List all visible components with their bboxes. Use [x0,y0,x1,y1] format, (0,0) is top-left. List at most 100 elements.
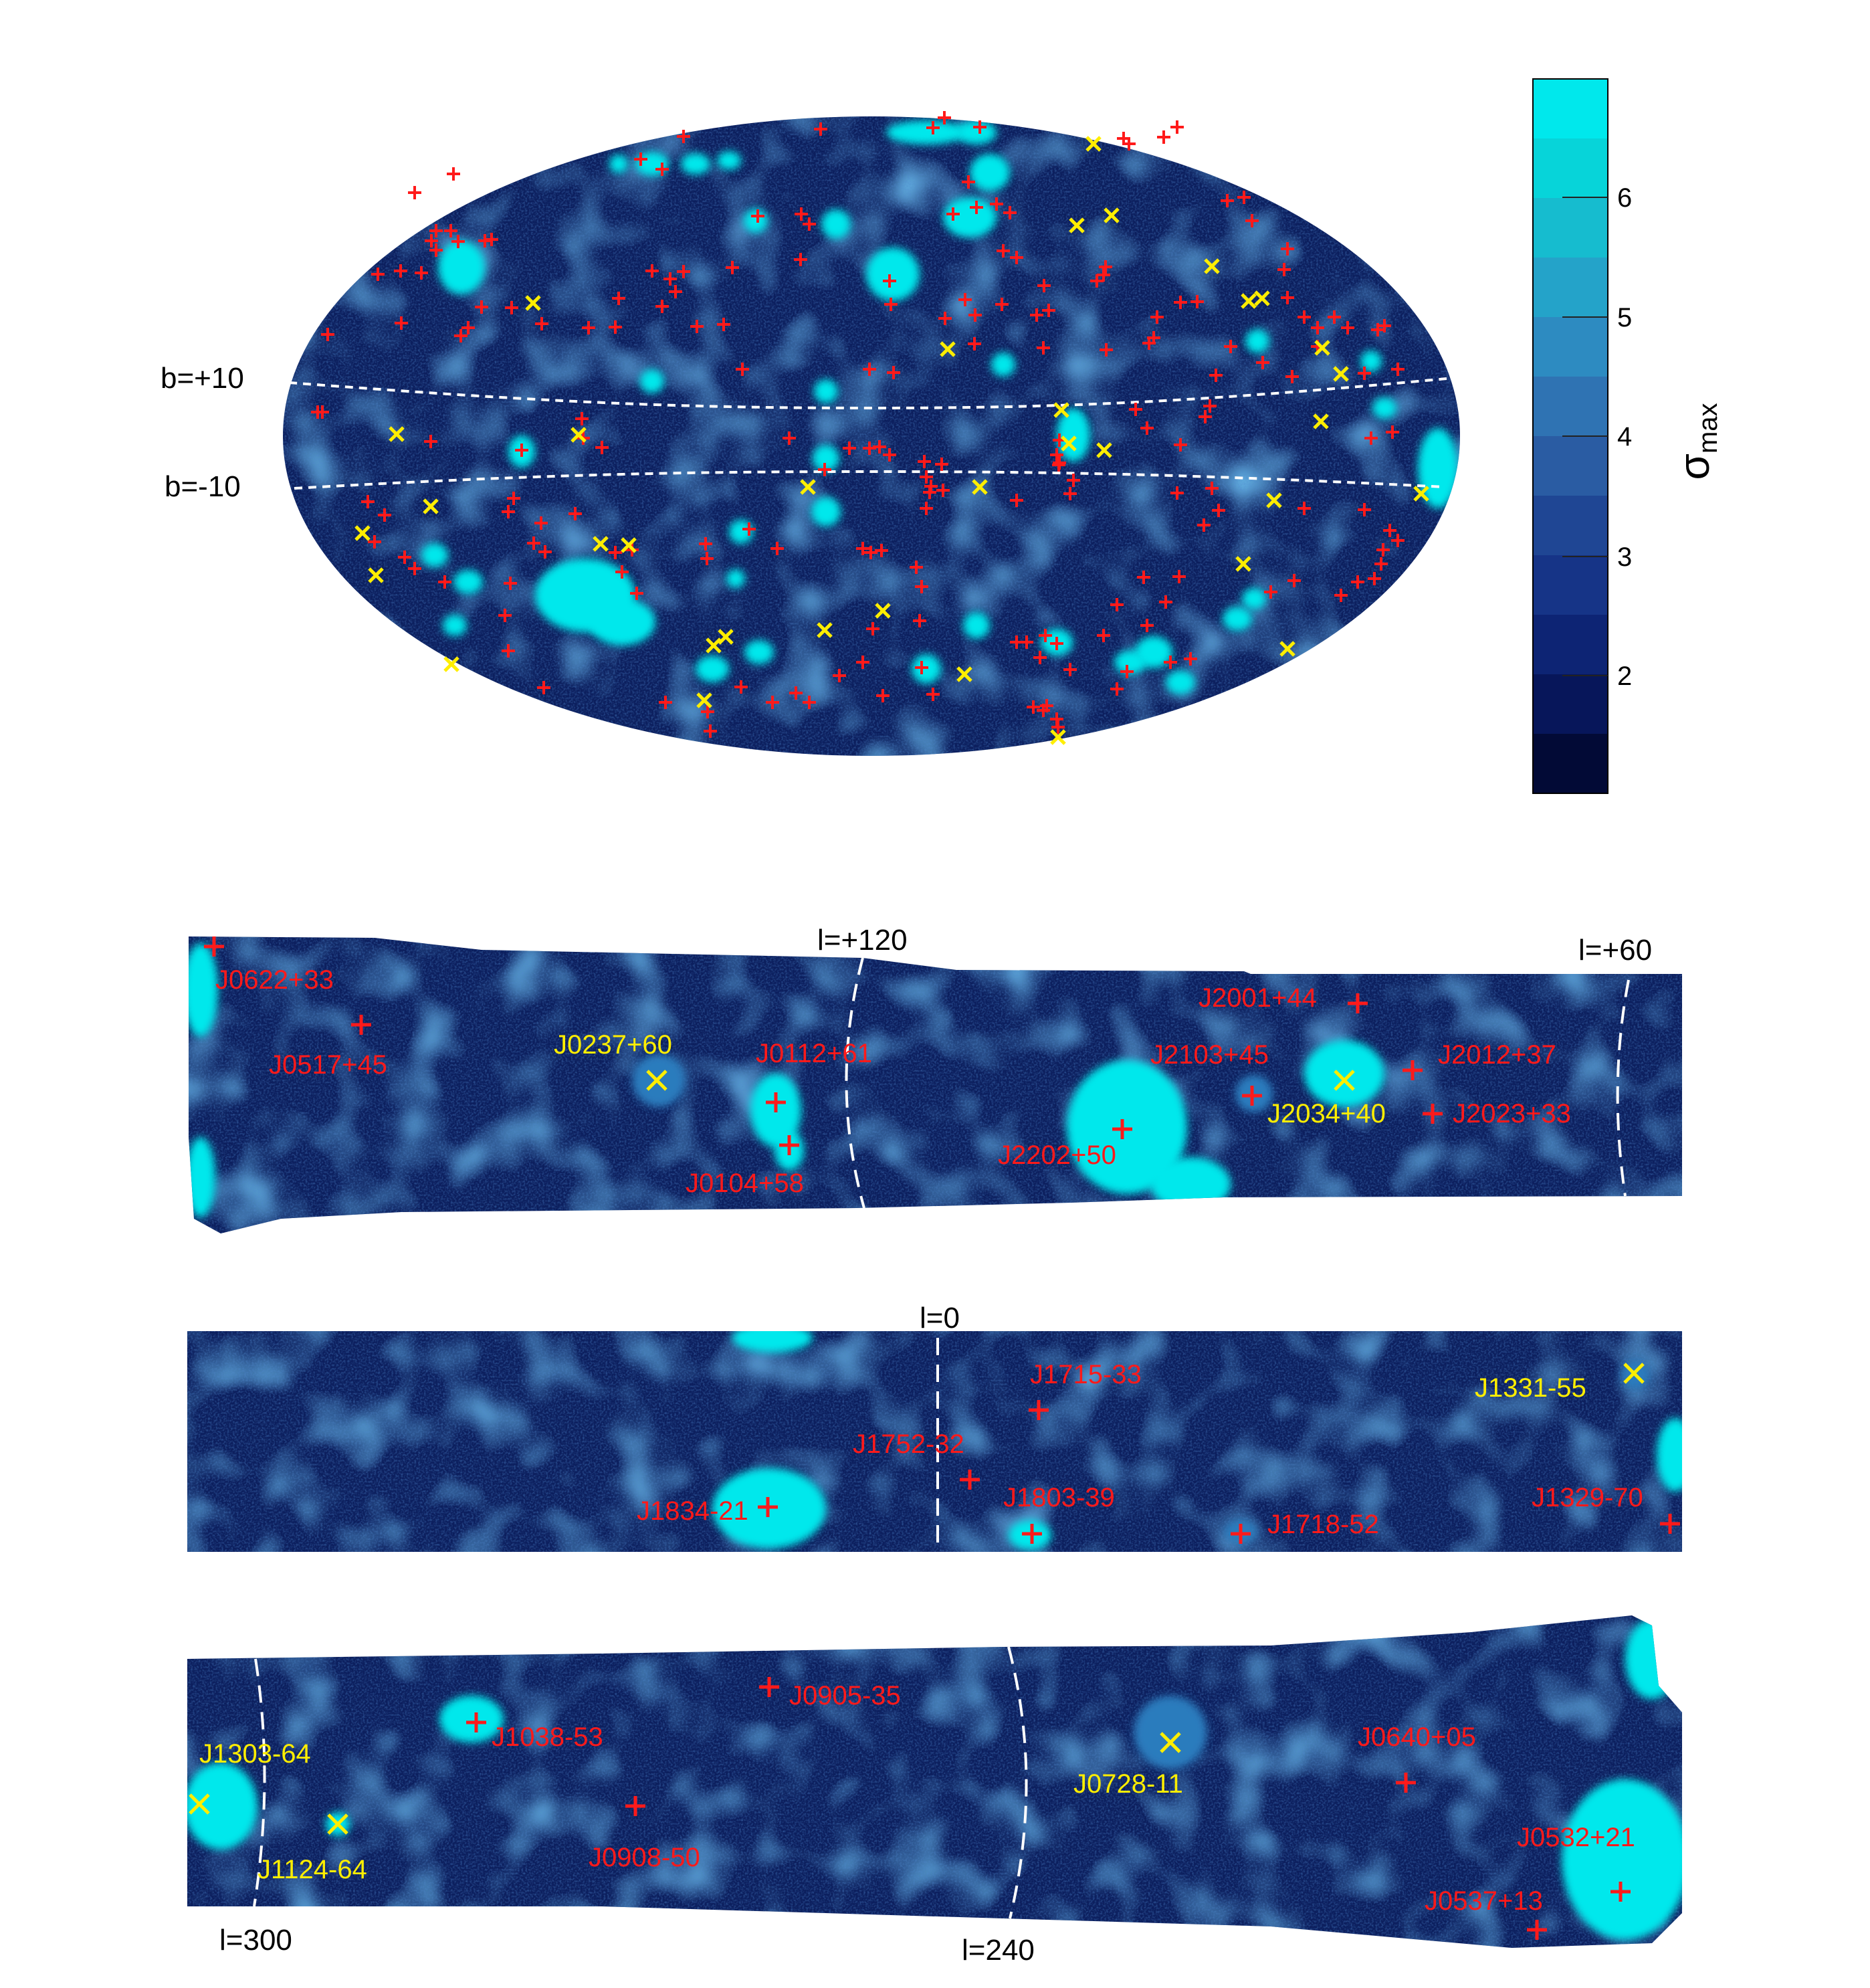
pulsar-marker-red [997,244,1010,258]
pulsar-marker-red [970,201,983,214]
pulsar-marker-red [659,696,672,709]
pulsar-marker-red [856,656,869,669]
pulsar-marker-red [505,301,518,314]
pulsar-marker-red [361,495,375,508]
pulsar-marker-red [795,207,808,221]
plus-marker-icon [960,1470,980,1490]
pulsar-marker-red [1245,214,1259,227]
hotspot [813,445,839,472]
pulsar-marker-red [1205,482,1219,495]
pulsar-marker-red [742,522,756,536]
hotspot [640,369,664,393]
lon-label-l-300: l=300 [219,1924,292,1957]
pulsar-marker-red [1097,629,1110,642]
colorbar-band [1533,227,1608,258]
pulsar-marker-red [856,542,869,555]
pulsar-marker-red [507,492,520,505]
hotspot [1304,1040,1384,1107]
allsky-noise [283,116,1460,756]
pulsar-marker-red [615,565,629,579]
pulsar-marker-red [962,175,975,189]
pulsar-marker-red [915,661,928,674]
pulsar-marker-red [1209,369,1223,382]
source-j0532p21: J0532+21 [1517,1823,1635,1902]
pulsar-marker-red [751,209,764,223]
pulsar-marker-red [1110,682,1124,696]
pulsar-marker-red [1264,585,1277,599]
pulsar-marker-red [534,516,548,530]
pulsar-marker-yellow [940,341,956,357]
hotspot [970,154,1010,191]
strip-north: l=+120 l=+60 J0622+33 J0517+45 J0237+60 J01… [189,924,1682,1233]
plus-marker-icon [1611,1882,1631,1902]
hotspot [866,247,920,301]
pulsar-marker-red [609,546,622,559]
hotspot [1235,1075,1273,1112]
hotspot [1223,607,1252,631]
source-label: J1752-32 [853,1429,964,1459]
plus-marker-icon [625,1796,645,1816]
colorbar-band [1533,198,1608,229]
pulsar-marker-red [1033,651,1047,664]
lon-label-l-0: l=0 [920,1302,960,1334]
pulsar-marker-red [946,207,960,221]
pulsar-marker-red [582,321,595,334]
pulsar-marker-red [1281,291,1294,304]
lat-label-b-minus10: b=-10 [165,470,241,503]
source-label: J0112+61 [756,1039,872,1068]
pulsar-marker-red [1221,194,1234,207]
hotspot [1134,1696,1207,1769]
source-j0237p60: J0237+60 [554,1030,672,1091]
pulsar-marker-red [990,197,1003,211]
plus-marker-icon [759,1677,779,1697]
pulsar-marker-red [1368,572,1381,585]
pulsar-marker-yellow [972,479,988,495]
pulsar-marker-yellow [696,692,712,708]
lon-label-l-240: l=240 [962,1934,1035,1967]
pulsar-marker-red [1159,595,1172,609]
svg-text:2: 2 [1617,662,1632,691]
svg-text:5: 5 [1617,303,1632,332]
plus-marker-icon [1022,1524,1042,1544]
source-j2001p44: J2001+44 [1199,983,1368,1013]
pulsar-marker-red [1287,574,1301,587]
source-j1834m21: J1834-21 [637,1496,778,1526]
colorbar-band [1533,436,1608,467]
pulsar-marker-red [1037,341,1050,355]
source-j0640p05: J0640+05 [1358,1722,1476,1793]
hotspot [1067,1060,1187,1194]
pulsar-marker-red [923,486,936,499]
pulsar-marker-red [1137,571,1150,584]
pulsar-marker-red [701,705,714,718]
colorbar-tick: 3 [1562,542,1632,572]
source-label: J1715-33 [1030,1360,1142,1389]
pulsar-marker-red [1383,524,1396,537]
colorbar-band [1533,585,1608,615]
pulsar-marker-red [538,545,552,559]
hotspot [189,943,218,1037]
source-label: J1718-52 [1267,1510,1379,1539]
pulsar-marker-red [699,537,712,551]
pulsar-marker-red [1003,206,1017,219]
source-j1038m53: J1038-53 [466,1712,603,1752]
pulsar-marker-red [833,669,846,682]
source-j1329m70: J1329-70 [1532,1483,1680,1534]
pulsar-marker-red [568,507,582,520]
pulsar-marker-yellow [1241,293,1257,309]
colorbar-tick: 5 [1562,303,1632,332]
pulsar-marker-red [1197,518,1211,532]
colorbar-bands [1533,79,1608,794]
source-label: J0640+05 [1358,1722,1476,1752]
pulsar-marker-red [884,298,898,311]
pulsar-marker-yellow [423,498,439,514]
colorbar-band [1533,108,1608,139]
pulsar-marker-red [447,167,460,181]
strip-south-hotspots [187,1619,1682,1940]
svg-text:4: 4 [1617,422,1632,452]
pulsar-marker-red [814,122,827,136]
source-label: J0622+33 [215,965,334,995]
pulsar-marker-red [498,609,512,622]
svg-text:3: 3 [1617,542,1632,572]
pulsar-marker-red [634,153,647,166]
colorbar-band [1533,496,1608,526]
